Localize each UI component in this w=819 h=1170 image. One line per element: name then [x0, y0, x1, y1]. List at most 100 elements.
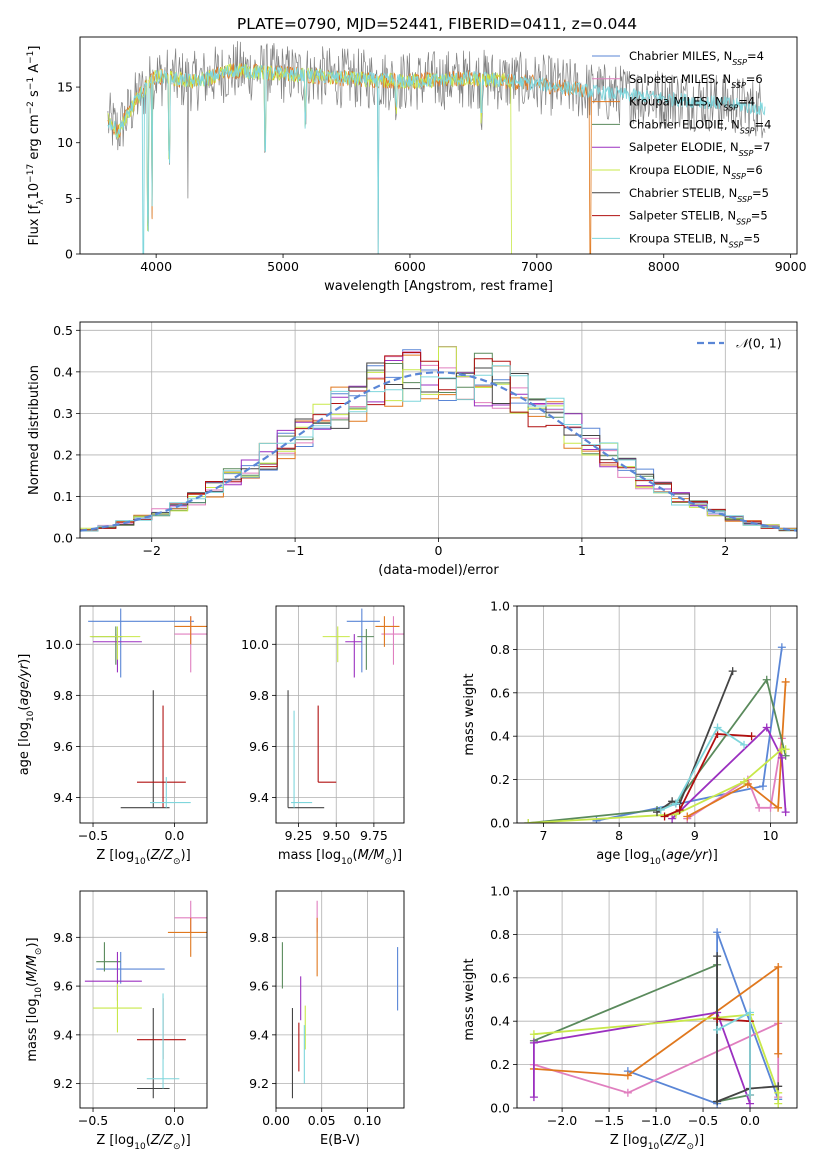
series-line: [686, 681, 787, 818]
x-tick-label: 9.50: [322, 828, 350, 843]
series-marker: [713, 1097, 722, 1106]
panel-mass_vs_ebv: 0.00 0.05 0.10 9.2 9.4 9.6 9.8 E(B-V): [249, 890, 405, 1148]
series-marker: [529, 1093, 538, 1102]
y-tick-label: 9.6: [249, 739, 269, 754]
y-tick-label: 0: [65, 247, 73, 262]
legend-label: Chabrier ELODIE, NSSP=4: [629, 117, 771, 135]
errorbars: [88, 608, 207, 809]
errorbar-salpeter_elodie: [345, 634, 362, 678]
x-tick-label: 6000: [394, 259, 426, 274]
series-marker: [781, 677, 790, 686]
x-tick-label: 2: [721, 543, 729, 558]
errorbar-salpeter_miles: [381, 616, 404, 665]
y-tick-label: 9.8: [53, 688, 73, 703]
legend-label: Salpeter MILES, NSSP=6: [629, 72, 763, 90]
errorbar-chabrier_stelib: [120, 690, 170, 809]
axes-frame: [275, 890, 405, 1109]
panel-massweight_vs_Z: −2.0 −1.5 −1.0 −0.5 0.0 0.0 0.2 0.4 0.6 0.8 1.0 Z […: [462, 884, 798, 1152]
x-tick-label: −2: [142, 543, 160, 558]
x-tick-label: 0.0: [164, 1113, 184, 1128]
y-tick-label: 0.4: [490, 729, 510, 744]
x-tick-label: 0.0: [164, 828, 184, 843]
axes-frame: [516, 605, 798, 824]
y-tick-label: 0.6: [490, 970, 510, 985]
errorbar-kroupa_elodie: [89, 626, 141, 660]
x-tick-label: 4000: [140, 259, 172, 274]
series-marker: [766, 803, 775, 812]
series-chabrier_miles: [592, 643, 786, 823]
y-tick-label: 9.8: [53, 930, 73, 945]
y-axis-label: Flux [fλ10−17 erg cm−2 s−1 A−1]: [26, 46, 46, 246]
y-tick-label: 0.5: [53, 323, 73, 338]
x-tick-label: 10: [763, 828, 779, 843]
panel-mass_vs_Z: −0.5 0.0 9.2 9.4 9.6 9.8 Z [log10(Z/Z⊙)] mass […: [25, 890, 208, 1152]
errorbar-kroupa_elodie: [322, 626, 350, 663]
panel-age_vs_mass: 9.25 9.50 9.75 9.4 9.6 9.8 10.0 mass [log10(M/M…: [241, 605, 405, 867]
y-tick-label: 0.2: [490, 1057, 510, 1072]
series-marker: [774, 803, 783, 812]
series-marker: [762, 723, 771, 732]
series-marker: [713, 952, 722, 961]
x-tick-label: −1.0: [641, 1113, 671, 1128]
axes-frame: [275, 605, 405, 824]
series-marker: [660, 812, 669, 821]
x-axis-label: mass [log10(M/M⊙)]: [278, 848, 402, 867]
errorbar-kroupa_miles: [174, 616, 207, 645]
residual-legend: 𝒩(0, 1): [697, 336, 782, 351]
errorbar-kroupa_stelib: [150, 777, 191, 808]
series-line: [533, 1021, 780, 1098]
series-marker: [774, 962, 783, 971]
errorbars: [281, 900, 399, 1099]
series-marker: [774, 1049, 783, 1058]
spectrum-lines: [107, 41, 766, 254]
panel-spectrum: 4000 5000 6000 7000 8000 9000 0 5 10 15 wavelength…: [26, 36, 807, 294]
series-kroupa_stelib: [656, 723, 749, 814]
errorbar-chabrier_stelib: [136, 1008, 170, 1099]
x-tick-label: −2.0: [547, 1113, 577, 1128]
y-tick-label: 9.6: [53, 979, 73, 994]
series-marker: [675, 805, 684, 814]
series-marker: [740, 777, 749, 786]
series-line: [671, 726, 787, 820]
x-axis-label: age [log10(age/yr)]: [596, 848, 718, 867]
series-marker: [746, 1008, 755, 1017]
axes-frame: [516, 890, 798, 1109]
x-axis-label: Z [log10(Z/Z⊙)]: [96, 1133, 190, 1152]
y-tick-label: 9.2: [249, 1076, 269, 1091]
axes-frame: [79, 605, 208, 824]
errorbars: [84, 900, 207, 1099]
axes-frame: [79, 890, 208, 1109]
y-tick-label: 0.4: [490, 1014, 510, 1029]
y-tick-label: 0.3: [53, 406, 73, 421]
series-line: [533, 1013, 780, 1104]
figure-title: PLATE=0790, MJD=52441, FIBERID=0411, z=0…: [237, 15, 637, 33]
normal-curve: [80, 371, 797, 532]
y-tick-label: 9.8: [249, 688, 269, 703]
y-tick-label: 1.0: [490, 599, 510, 614]
legend-label: Salpeter STELIB, NSSP=5: [629, 209, 768, 227]
errorbar-kroupa_stelib: [291, 710, 313, 808]
x-tick-label: 0.00: [262, 1113, 290, 1128]
series-marker: [746, 1090, 755, 1099]
x-axis-label: (data-model)/error: [378, 563, 499, 578]
y-axis-label: mass [log10(M/M⊙)]: [25, 937, 44, 1061]
series-marker: [758, 782, 767, 791]
y-tick-label: 0.6: [490, 685, 510, 700]
errorbar-chabrier_miles: [346, 608, 380, 673]
x-tick-label: −1: [286, 543, 304, 558]
series-marker: [728, 667, 737, 676]
series-marker: [529, 1038, 538, 1047]
series-line: [660, 726, 745, 811]
x-axis-label: E(B-V): [320, 1133, 360, 1148]
series-line: [664, 733, 752, 818]
y-tick-label: 0.0: [490, 816, 510, 831]
series-marker: [747, 732, 756, 741]
series-kroupa_miles: [529, 962, 783, 1080]
y-tick-label: 9.6: [53, 739, 73, 754]
spectrum-legend: Chabrier MILES, NSSP=4 Salpeter MILES, NS…: [592, 49, 771, 249]
y-axis-label: age [log10(age/yr)]: [17, 654, 36, 776]
y-tick-label: 9.4: [249, 1027, 269, 1042]
series-marker: [755, 803, 764, 812]
axes-frame: [79, 321, 798, 539]
y-tick-label: 0.0: [490, 1101, 510, 1116]
